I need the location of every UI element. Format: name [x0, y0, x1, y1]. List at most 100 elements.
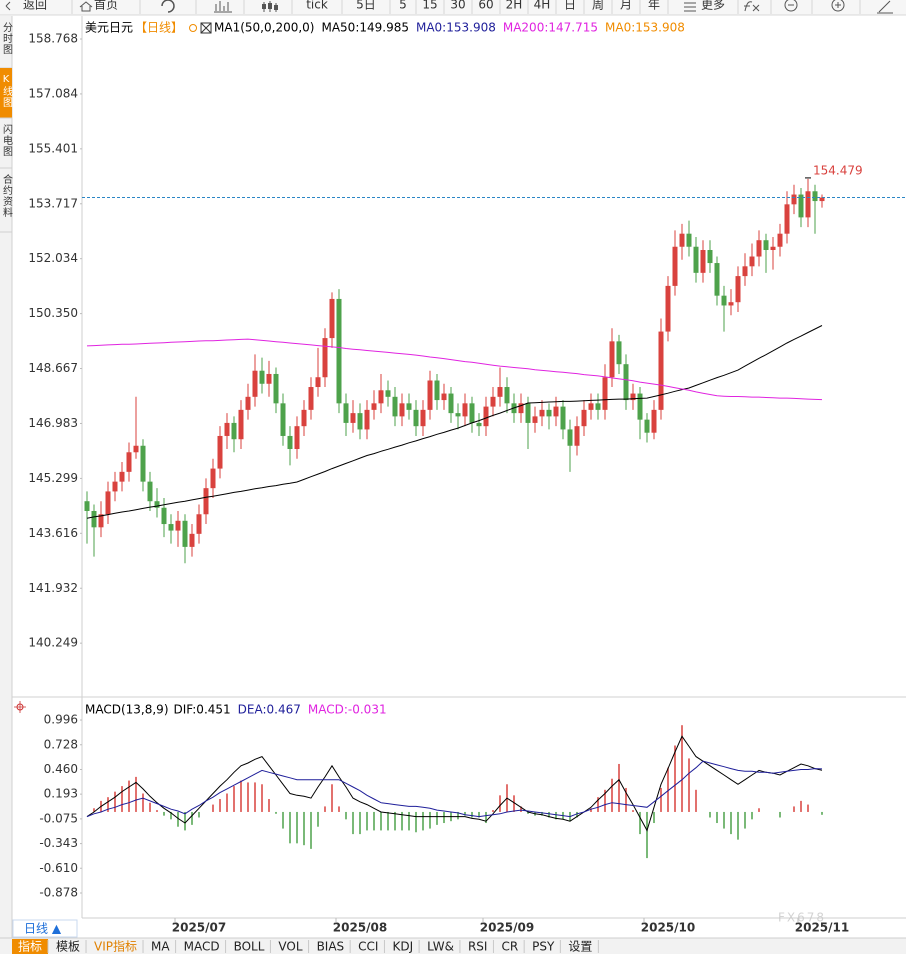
toolbar-button[interactable]: 15 — [422, 0, 437, 12]
sidebar-tab[interactable]: 合约资料 — [1, 173, 13, 218]
macd-bar — [576, 811, 578, 818]
zoom-in-icon[interactable] — [831, 0, 845, 12]
menu-icon[interactable] — [684, 2, 696, 12]
toolbar-button[interactable]: 月 — [620, 0, 632, 12]
bottom-tab[interactable]: MA — [151, 940, 170, 954]
bottom-tab[interactable]: LW& — [427, 940, 454, 954]
chart-icon[interactable] — [214, 1, 232, 13]
bottom-tab[interactable]: MACD — [184, 940, 220, 954]
toolbar-button[interactable]: 4H — [534, 0, 551, 12]
toolbar-button[interactable]: 30 — [450, 0, 465, 12]
macd-bar — [303, 811, 305, 846]
candle-body — [189, 533, 195, 547]
bottom-tab[interactable]: PSY — [532, 940, 555, 954]
macd-bar — [212, 804, 214, 812]
macd-bar — [513, 795, 515, 812]
period-button[interactable]: 日线 ▲ — [24, 922, 62, 936]
candle-body — [777, 233, 783, 247]
toolbar-button[interactable]: 更多 — [701, 0, 725, 12]
macd-bar — [660, 787, 662, 812]
candle-body — [742, 266, 748, 277]
zoom-out-icon[interactable] — [784, 0, 798, 12]
macd-bar — [177, 811, 179, 827]
y-tick-label: 148.667 — [28, 361, 78, 375]
macd-bar — [674, 745, 676, 812]
bottom-tab[interactable]: RSI — [468, 940, 488, 954]
toolbar-button[interactable]: 日 — [564, 0, 576, 12]
legend-entry: MACD:-0.031 — [308, 703, 387, 717]
y-tick-label: 158.768 — [28, 31, 78, 45]
macd-bar — [597, 797, 599, 812]
refresh-icon[interactable] — [161, 0, 175, 13]
formula-icon[interactable] — [744, 1, 760, 12]
toolbar-button[interactable]: 返回 — [23, 0, 47, 12]
macd-bar — [121, 786, 123, 812]
toolbar-button[interactable]: 首页 — [94, 0, 118, 12]
y-tick-label: 145.299 — [28, 471, 78, 485]
macd-bar — [191, 811, 193, 825]
draw-icon[interactable] — [877, 0, 893, 14]
candle-body — [378, 390, 384, 404]
sidebar-tab[interactable]: 分时图 — [1, 22, 13, 55]
candle-body — [518, 403, 524, 414]
macd-bar — [289, 811, 291, 844]
candle-body — [672, 246, 678, 286]
bottom-tab[interactable]: 设置 — [568, 940, 592, 954]
candle-body — [539, 409, 545, 417]
candle-body — [133, 445, 139, 453]
bottom-tab[interactable]: VIP指标 — [94, 939, 137, 954]
sidebar-tab[interactable]: K线图 — [1, 74, 13, 108]
macd-bar — [142, 793, 144, 812]
candle-body — [112, 481, 118, 492]
macd-bar — [744, 811, 746, 829]
macd-bar — [716, 811, 718, 824]
bottom-tab[interactable]: VOL — [278, 940, 302, 954]
candle-body — [602, 377, 608, 410]
indicator-settings-icon[interactable] — [189, 24, 198, 32]
sidebar-bg — [0, 16, 12, 938]
toolbar-button[interactable]: 5日 — [356, 0, 376, 12]
candle-body — [623, 364, 629, 401]
home-icon[interactable] — [79, 1, 93, 12]
macd-bar — [359, 811, 361, 835]
bottom-tab[interactable]: BOLL — [234, 940, 265, 954]
toolbar-button[interactable]: 60 — [478, 0, 493, 12]
back-icon[interactable] — [5, 1, 11, 11]
macd-bar — [380, 811, 382, 831]
bottom-tab[interactable]: KDJ — [392, 940, 413, 954]
toolbar-button[interactable]: tick — [306, 0, 328, 12]
macd-bar — [170, 811, 172, 820]
candle-body — [217, 435, 223, 469]
bottom-tab[interactable]: 模板 — [56, 940, 80, 954]
candle-body — [420, 409, 426, 427]
y-tick-label: -0.610 — [39, 861, 78, 875]
period-button-bg — [12, 919, 78, 938]
bottom-tab[interactable]: 指标 — [18, 939, 42, 954]
bottom-tab[interactable]: CR — [501, 940, 518, 954]
macd-bar — [548, 811, 550, 818]
candle-body — [161, 507, 167, 525]
candle-body — [147, 481, 153, 502]
candle-body — [756, 240, 762, 257]
sidebar-tab[interactable]: 闪电图 — [1, 123, 13, 157]
toolbar-button[interactable]: 周 — [592, 0, 604, 12]
macd-bar — [681, 725, 683, 812]
macd-bar — [317, 811, 319, 827]
toolbar-button[interactable]: 5 — [399, 0, 407, 12]
candle-body — [280, 403, 286, 436]
toolbar-button[interactable]: 2H — [506, 0, 523, 12]
indicator-icon[interactable] — [200, 22, 212, 34]
macd-bar — [709, 811, 711, 818]
macd-bar — [730, 811, 732, 835]
bottom-tab[interactable]: CCI — [358, 940, 378, 954]
macd-line — [86, 735, 823, 832]
candle-body — [658, 331, 664, 410]
toolbar-button[interactable]: 年 — [648, 0, 660, 12]
candle-body — [714, 263, 720, 296]
macd-bar — [338, 806, 340, 812]
candle-body — [294, 426, 300, 450]
macd-bar — [499, 795, 501, 812]
candle-body — [665, 285, 671, 332]
bottom-tab[interactable]: BIAS — [317, 940, 345, 954]
